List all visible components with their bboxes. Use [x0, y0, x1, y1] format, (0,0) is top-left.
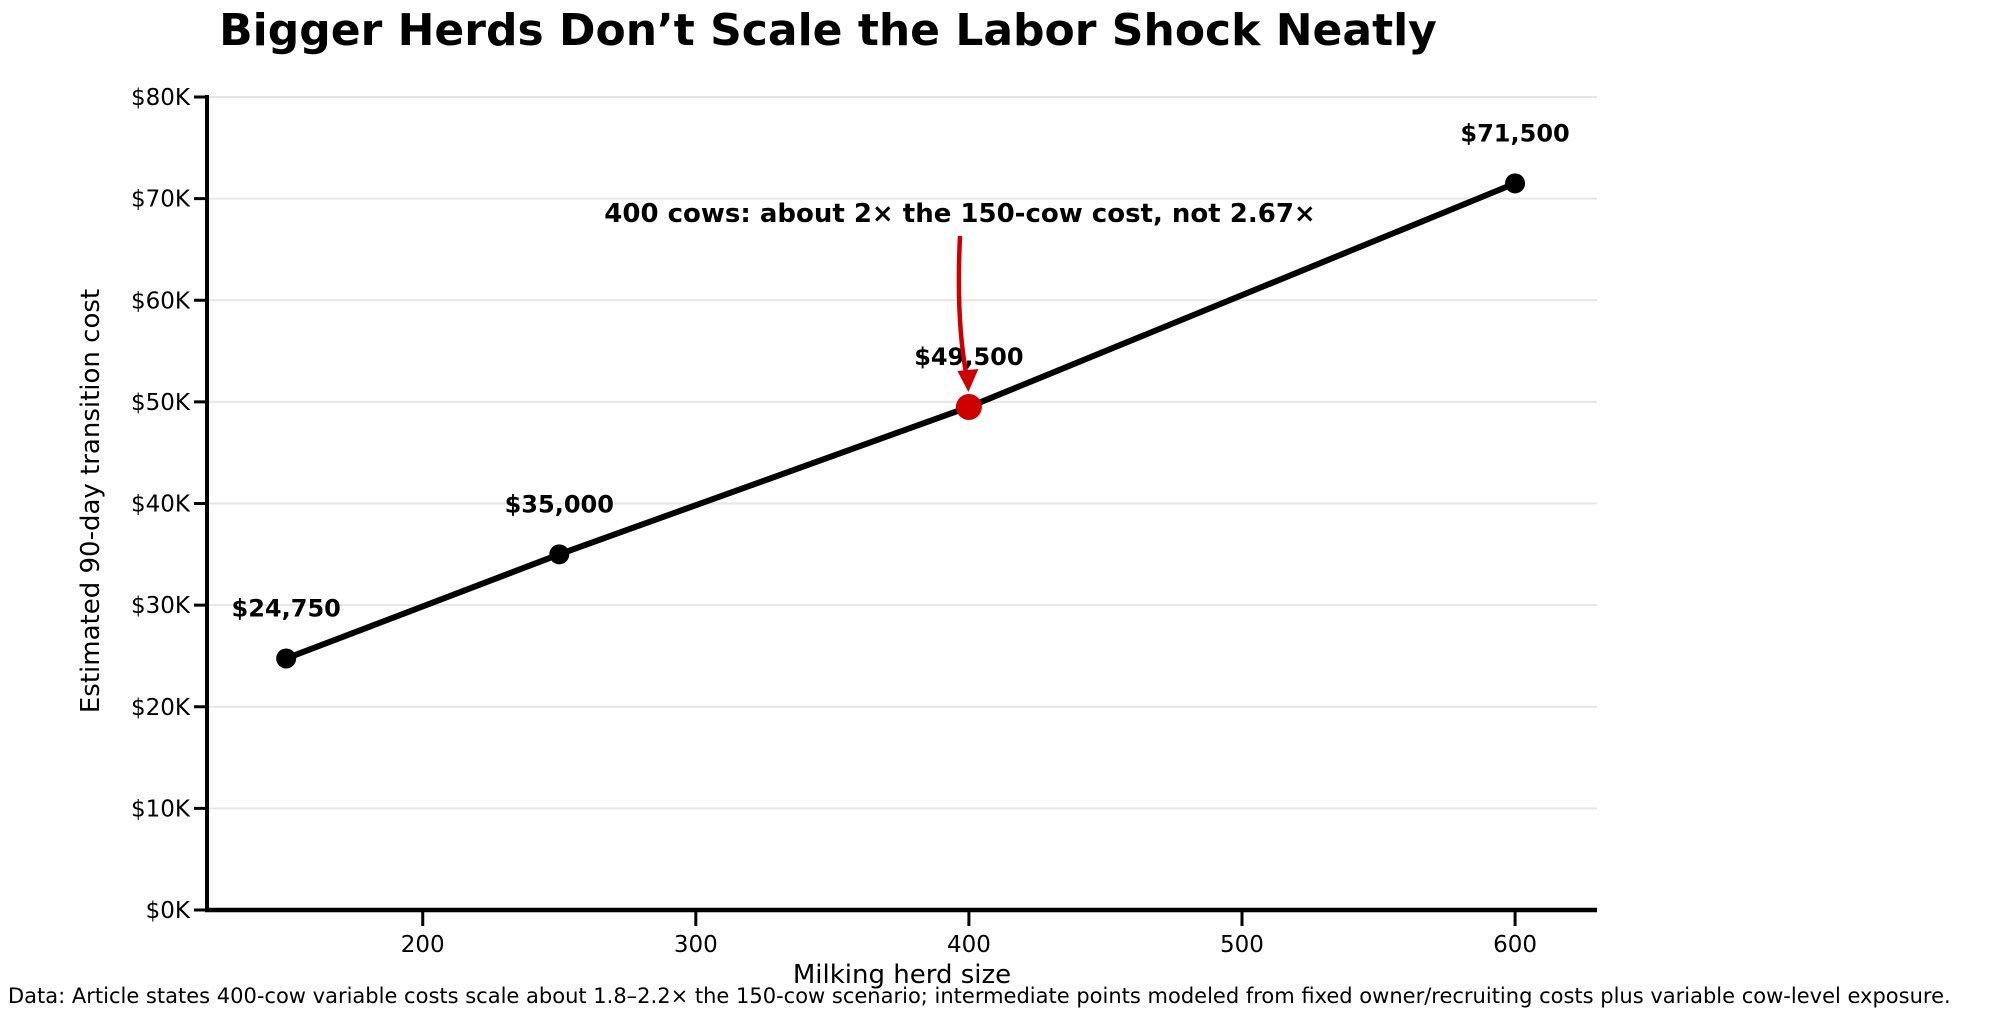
data-point-label: $71,500: [1460, 119, 1569, 147]
annotation-arrowhead: [957, 368, 979, 392]
y-tick-label: $60K: [131, 288, 191, 314]
x-tick-label: 300: [674, 932, 718, 958]
x-tick-label: 400: [947, 932, 991, 958]
y-tick-label: $0K: [146, 898, 191, 924]
y-axis-label: Estimated 90-day transition cost: [76, 289, 106, 713]
series-layer: $24,750 $35,000 $49,500 $71,500: [232, 119, 1570, 669]
y-tick-label: $30K: [131, 593, 191, 619]
data-point-label: $35,000: [505, 490, 614, 518]
x-tick-label: 500: [1220, 932, 1264, 958]
chart-title: Bigger Herds Don’t Scale the Labor Shock…: [219, 5, 1437, 56]
x-axis-label: Milking herd size: [793, 960, 1011, 990]
data-point-label: $24,750: [232, 594, 341, 622]
data-point: [1505, 173, 1526, 194]
footer-note: Data: Article states 400-cow variable co…: [8, 984, 1951, 1008]
highlighted-data-point: [955, 393, 982, 420]
y-tick-label: $40K: [131, 492, 191, 518]
annotation-arrow-layer: [956, 235, 979, 392]
x-tick-label: 200: [401, 932, 445, 958]
annotation-arrow-line: [956, 235, 969, 376]
series-line: [283, 180, 1519, 662]
gridlines-layer: [207, 96, 1597, 810]
y-tick-label: $50K: [131, 390, 191, 416]
y-tick-label: $10K: [131, 796, 191, 822]
axes-layer: $0K $10K $20K $30K $40K $50K $60K $70K $80K 200 30…: [131, 85, 1597, 958]
y-tick-label: $70K: [131, 187, 191, 213]
y-tick-label: $80K: [131, 85, 191, 111]
annotation-text: 400 cows: about 2× the 150-cow cost, not…: [604, 199, 1315, 229]
data-point: [549, 544, 570, 565]
data-point: [276, 648, 297, 669]
y-tick-label: $20K: [131, 695, 191, 721]
data-point-label: $49,500: [914, 343, 1023, 371]
x-tick-label: 600: [1493, 932, 1537, 958]
